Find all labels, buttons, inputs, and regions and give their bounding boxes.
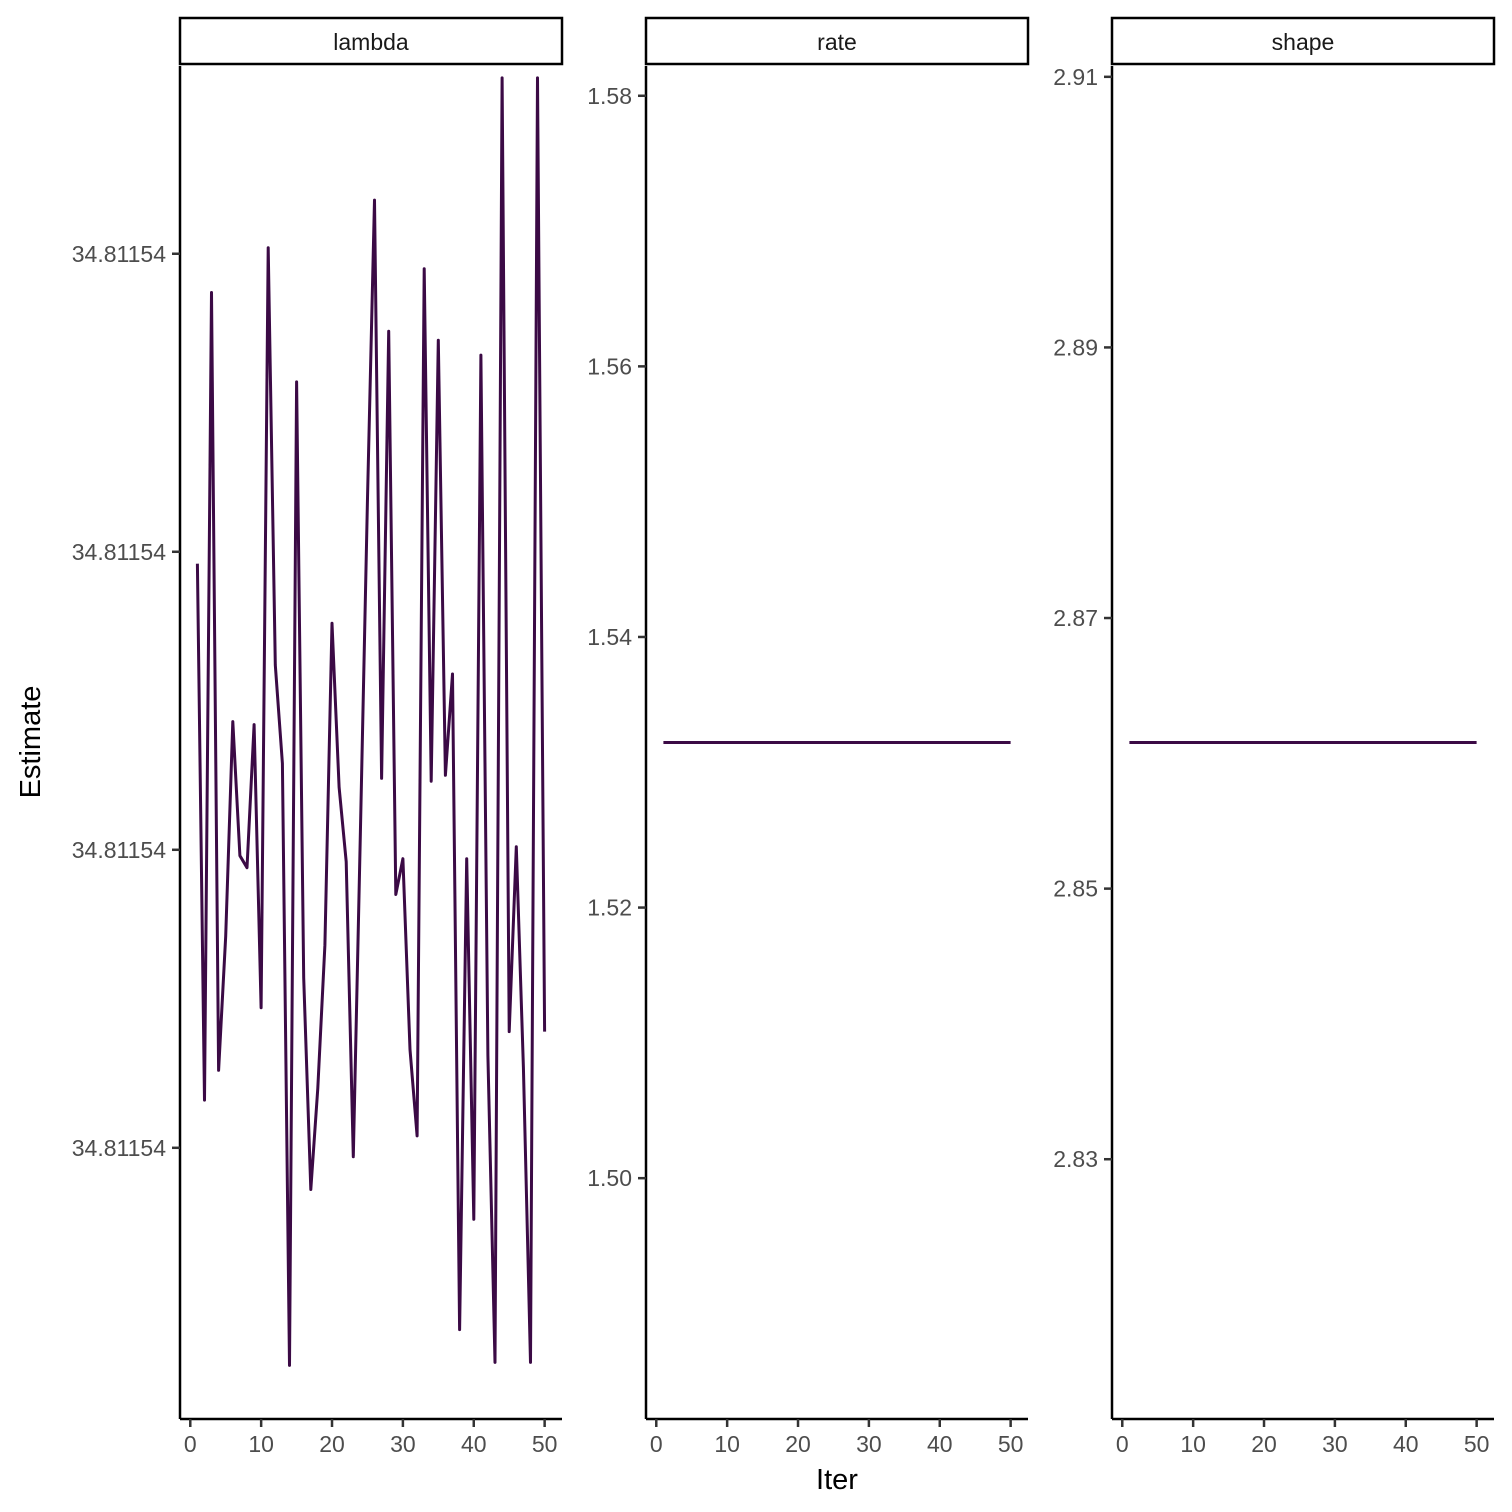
y-tick-label: 2.83 [1053, 1146, 1098, 1172]
x-tick-label: 0 [184, 1431, 197, 1457]
strip-rate [644, 16, 1030, 66]
y-tick-label: 34.81154 [72, 1135, 166, 1161]
strip-lambda [178, 16, 564, 66]
x-tick-label: 50 [1464, 1431, 1490, 1457]
x-tick-label: 30 [390, 1431, 416, 1457]
y-tick-label: 2.85 [1053, 876, 1098, 902]
y-tick-label: 34.81154 [72, 539, 166, 565]
x-tick-label: 40 [461, 1431, 487, 1457]
y-tick-label: 1.58 [587, 83, 632, 109]
x-tick-label: 10 [714, 1431, 740, 1457]
strip-shape [1110, 16, 1496, 66]
x-tick-label: 30 [856, 1431, 882, 1457]
y-tick-label: 2.91 [1053, 64, 1098, 90]
x-tick-label: 50 [998, 1431, 1024, 1457]
y-tick-label: 2.87 [1053, 605, 1098, 631]
x-tick-label: 20 [319, 1431, 345, 1457]
panel-lambda: lambda 34.81154 34.81154 34.81154 34.81154 0 1… [72, 16, 564, 1457]
y-tick-label: 1.52 [587, 895, 632, 921]
y-tick-label: 1.50 [587, 1165, 632, 1191]
y-tick-label: 34.81154 [72, 837, 166, 863]
y-axis-title: Estimate [15, 686, 47, 799]
y-tick-label: 1.54 [587, 624, 632, 650]
x-tick-label: 10 [1180, 1431, 1206, 1457]
x-tick-label: 40 [1393, 1431, 1419, 1457]
y-tick-label: 2.89 [1053, 334, 1098, 360]
strip-label-lambda: lambda [333, 29, 409, 55]
x-tick-label: 50 [532, 1431, 558, 1457]
panel-shape: shape 2.83 2.85 2.87 2.89 2.91 0 10 20 30 40 50 [1053, 16, 1496, 1457]
x-tick-label: 0 [650, 1431, 663, 1457]
panel-rate: rate 1.50 1.52 1.54 1.56 1.58 0 10 20 30 40 50 [587, 16, 1030, 1457]
x-tick-label: 10 [248, 1431, 274, 1457]
x-tick-label: 20 [1251, 1431, 1277, 1457]
x-tick-label: 0 [1116, 1431, 1129, 1457]
strip-label-shape: shape [1272, 29, 1335, 55]
x-tick-label: 40 [927, 1431, 953, 1457]
strip-label-rate: rate [817, 29, 857, 55]
facet-panels: lambda 34.81154 34.81154 34.81154 34.81154 0 1… [72, 16, 1496, 1457]
series-line-lambda [195, 76, 547, 1367]
x-axis-title: Iter [816, 1464, 858, 1496]
x-tick-label: 30 [1322, 1431, 1348, 1457]
y-tick-label: 1.56 [587, 353, 632, 379]
x-tick-label: 20 [785, 1431, 811, 1457]
y-tick-label: 34.81154 [72, 241, 166, 267]
